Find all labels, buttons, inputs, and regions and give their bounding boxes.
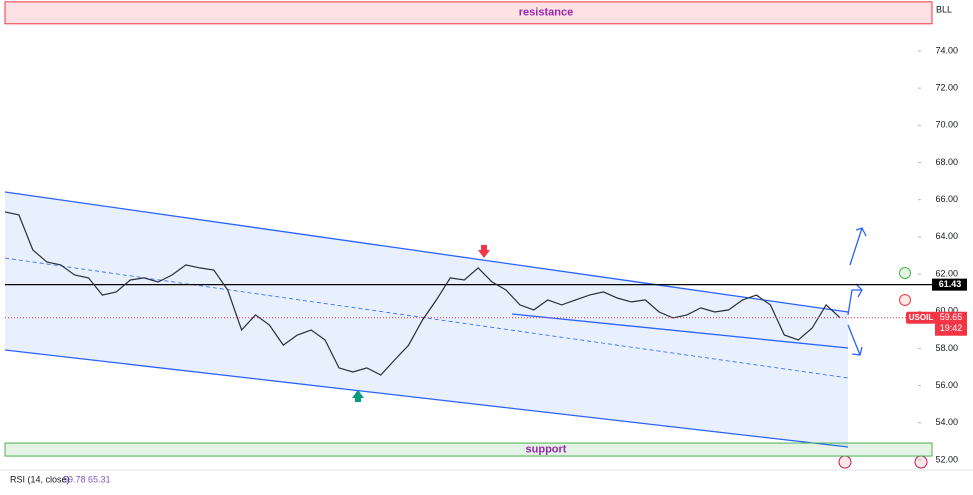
event-flag bbox=[838, 455, 852, 469]
level-box bbox=[932, 278, 967, 291]
y-tick-label: 56.00 bbox=[935, 380, 958, 390]
y-tick-label: 64.00 bbox=[935, 231, 958, 241]
stop-marker bbox=[899, 294, 911, 306]
channel-upper bbox=[4, 191, 849, 313]
y-tick-label: 72.00 bbox=[935, 83, 958, 93]
y-tick-label: 66.00 bbox=[935, 194, 958, 204]
last-price-box bbox=[935, 311, 967, 336]
zone bbox=[4, 442, 933, 457]
y-tick-label: 74.00 bbox=[935, 45, 958, 55]
y-tick-label: 52.00 bbox=[935, 454, 958, 464]
buy-arrow bbox=[352, 390, 364, 402]
inner-lower bbox=[511, 313, 849, 349]
indicator-value: 59.78 bbox=[63, 474, 86, 484]
y-tick-label: 58.00 bbox=[935, 343, 958, 353]
symbol-label: BLL bbox=[936, 4, 952, 14]
target-marker bbox=[899, 267, 911, 279]
event-flag bbox=[914, 455, 928, 469]
y-tick-label: 60.00 bbox=[935, 306, 958, 316]
series-name: USOIL bbox=[909, 313, 934, 322]
y-tick-label: 54.00 bbox=[935, 417, 958, 427]
zone-label: resistance bbox=[519, 7, 573, 19]
series-box bbox=[906, 311, 936, 324]
zone bbox=[4, 1, 933, 25]
sell-arrow bbox=[478, 245, 490, 258]
y-tick-label: 70.00 bbox=[935, 120, 958, 130]
level-label: 61.43 bbox=[939, 279, 962, 289]
y-tick-label: 62.00 bbox=[935, 268, 958, 278]
projection-arrows bbox=[847, 227, 867, 356]
indicator-label: RSI (14, close) bbox=[10, 474, 70, 484]
last-price-time: 19:42 bbox=[940, 323, 963, 333]
zone-label: support bbox=[526, 443, 567, 455]
y-tick-label: 68.00 bbox=[935, 157, 958, 167]
channel-lower bbox=[4, 349, 849, 448]
last-price-label: 59.65 bbox=[940, 312, 963, 322]
indicator-value: 65.31 bbox=[88, 474, 111, 484]
price-line bbox=[4, 211, 841, 376]
channel-fill bbox=[5, 192, 848, 447]
